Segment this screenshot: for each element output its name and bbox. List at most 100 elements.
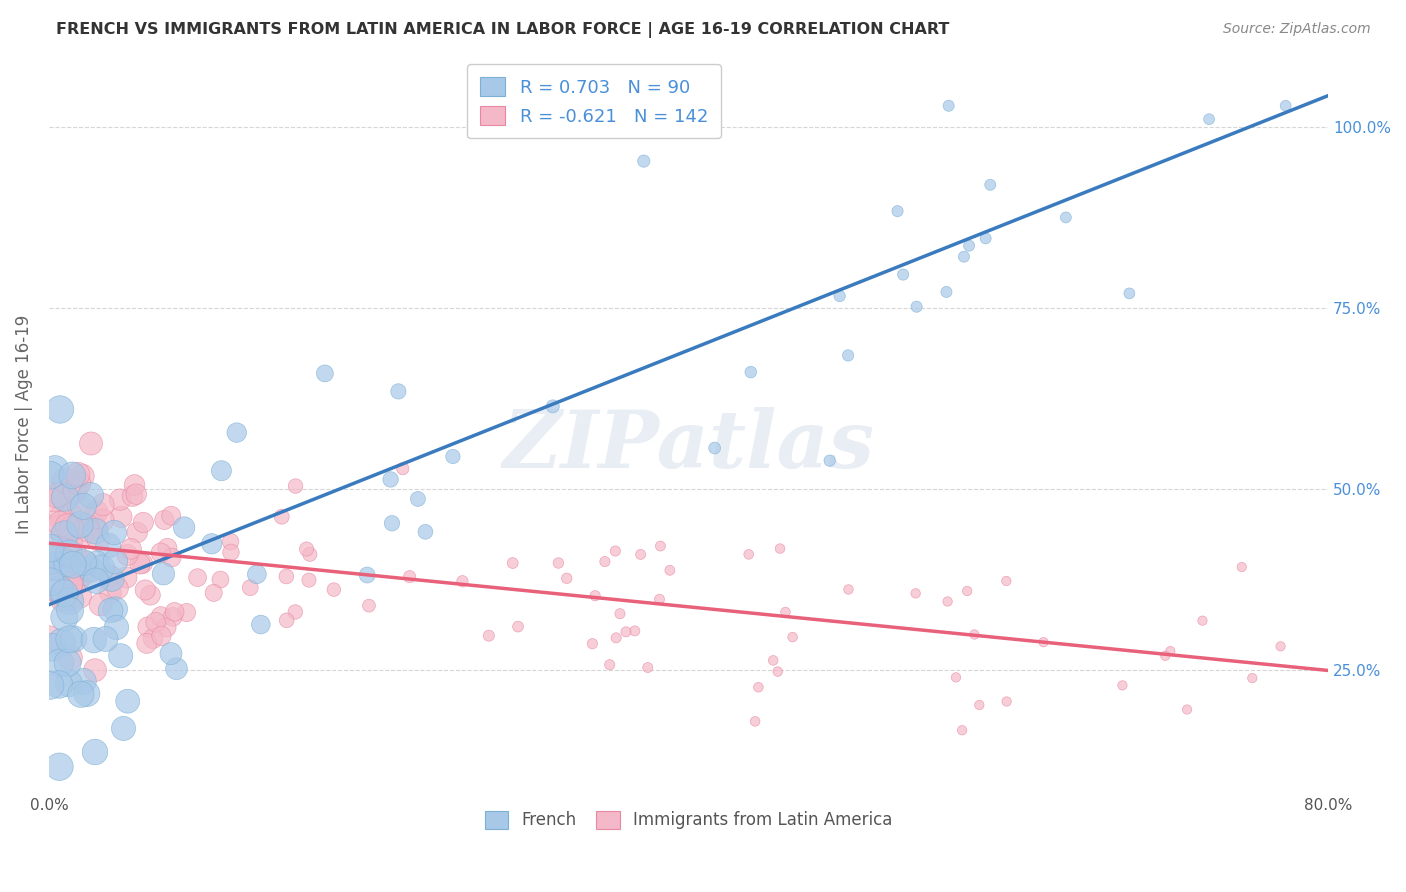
Point <box>101 572 124 586</box>
Point <box>162 610 184 624</box>
Point <box>270 509 292 524</box>
Point <box>322 582 344 597</box>
Point <box>963 627 986 641</box>
Point <box>84 521 107 535</box>
Point <box>80 562 103 576</box>
Point <box>1230 560 1253 574</box>
Point <box>950 723 973 738</box>
Point <box>406 491 429 506</box>
Point <box>139 588 162 602</box>
Point <box>117 548 139 562</box>
Point <box>391 461 413 475</box>
Point <box>38 632 60 646</box>
Point <box>276 569 298 583</box>
Point <box>69 590 91 604</box>
Point <box>52 593 75 607</box>
Point <box>98 569 121 583</box>
Point <box>48 487 70 501</box>
Point <box>555 571 578 585</box>
Point <box>935 285 957 299</box>
Point <box>605 544 627 558</box>
Point <box>100 603 122 617</box>
Point <box>49 588 72 602</box>
Point <box>59 591 82 605</box>
Point <box>80 436 103 450</box>
Point <box>51 510 73 524</box>
Point <box>153 513 176 527</box>
Point <box>121 489 143 503</box>
Point <box>637 660 659 674</box>
Point <box>957 238 980 252</box>
Point <box>59 533 82 548</box>
Legend: French, Immigrants from Latin America: French, Immigrants from Latin America <box>478 804 900 836</box>
Point <box>53 586 76 600</box>
Point <box>46 562 69 576</box>
Point <box>62 632 84 646</box>
Point <box>104 554 127 568</box>
Point <box>744 714 766 729</box>
Point <box>73 566 96 581</box>
Point <box>624 624 647 638</box>
Point <box>76 518 98 533</box>
Point <box>276 613 298 627</box>
Point <box>380 472 402 486</box>
Point <box>107 582 129 596</box>
Point <box>995 574 1018 588</box>
Point <box>357 599 380 613</box>
Point <box>762 653 785 667</box>
Point <box>49 402 72 417</box>
Point <box>58 547 80 561</box>
Point <box>250 617 273 632</box>
Point <box>284 605 307 619</box>
Point <box>904 586 927 600</box>
Point <box>295 542 318 557</box>
Point <box>84 663 107 677</box>
Point <box>48 677 70 691</box>
Point <box>160 647 183 661</box>
Point <box>84 524 107 539</box>
Point <box>135 636 157 650</box>
Point <box>84 574 107 588</box>
Point <box>769 541 792 556</box>
Point <box>502 556 524 570</box>
Point <box>979 178 1001 192</box>
Point <box>956 584 979 599</box>
Point <box>56 519 79 533</box>
Point <box>58 676 80 690</box>
Point <box>97 539 120 553</box>
Point <box>152 566 174 581</box>
Point <box>953 250 976 264</box>
Point <box>72 500 94 514</box>
Point <box>1159 644 1181 658</box>
Point <box>609 607 631 621</box>
Point <box>583 589 606 603</box>
Point <box>77 524 100 538</box>
Point <box>132 516 155 530</box>
Point <box>59 580 82 594</box>
Point <box>599 657 621 672</box>
Point <box>837 582 859 597</box>
Point <box>314 367 336 381</box>
Text: Source: ZipAtlas.com: Source: ZipAtlas.com <box>1223 22 1371 37</box>
Point <box>547 556 569 570</box>
Point <box>84 745 107 759</box>
Point <box>67 499 90 513</box>
Point <box>650 539 672 553</box>
Point <box>76 687 98 701</box>
Point <box>48 760 70 774</box>
Point <box>219 534 242 549</box>
Point <box>905 300 928 314</box>
Point <box>100 585 122 599</box>
Point <box>775 605 797 619</box>
Point <box>593 555 616 569</box>
Point <box>46 521 69 535</box>
Point <box>441 450 464 464</box>
Point <box>39 574 62 589</box>
Point <box>156 541 179 555</box>
Point <box>387 384 409 399</box>
Point <box>381 516 404 531</box>
Point <box>163 605 186 619</box>
Point <box>150 629 173 643</box>
Point <box>134 582 156 597</box>
Point <box>1191 614 1213 628</box>
